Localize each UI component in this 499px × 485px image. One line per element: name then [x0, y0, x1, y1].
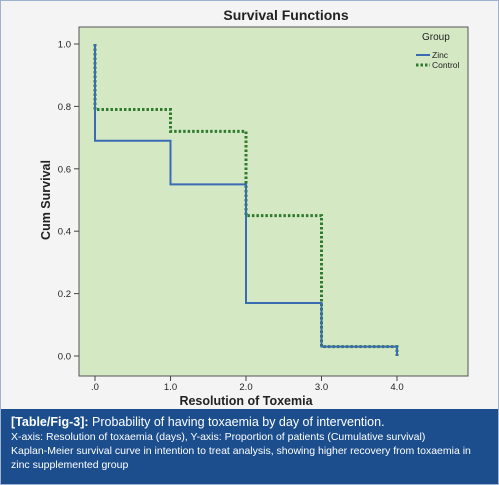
x-tick-label: 3.0	[315, 382, 328, 393]
x-tick-label: .0	[91, 382, 99, 393]
series-lines	[93, 44, 399, 356]
y-tick-label: 0.2	[58, 289, 71, 300]
caption-axes: X-axis: Resolution of toxaemia (days), Y…	[11, 431, 426, 443]
series-line-control	[93, 44, 399, 356]
legend-label-control: Control	[432, 60, 460, 70]
plot-background	[78, 26, 469, 377]
y-axis-label: Cum Survival	[39, 160, 53, 240]
axis-ticks: 0.0 0.2 0.4 0.6 0.8 1.0 .0 1.0 2.0 3.0 4.0	[58, 40, 404, 394]
x-tick-label: 1.0	[164, 382, 177, 393]
caption-description: Kaplan-Meier survival curve in intention…	[11, 445, 471, 471]
caption-title-line: [Table/Fig-3]: Probability of having tox…	[11, 414, 488, 430]
y-tick-label: 0.0	[58, 352, 71, 363]
y-tick-label: 0.6	[58, 164, 71, 175]
y-tick-label: 1.0	[58, 40, 71, 51]
x-axis-label: Resolution of Toxemia	[179, 394, 313, 408]
survival-chart: 0.0 0.2 0.4 0.6 0.8 1.0 .0 1.0 2.0 3.0 4.0 Surviva…	[39, 7, 469, 408]
y-tick-label: 0.4	[58, 227, 71, 238]
x-tick-label: 2.0	[239, 382, 252, 393]
legend: Group Zinc Control	[416, 32, 460, 70]
x-tick-label: 4.0	[390, 382, 403, 393]
legend-label-zinc: Zinc	[432, 50, 449, 60]
caption-title: Probability of having toxaemia by day of…	[88, 415, 385, 429]
figure-caption: [Table/Fig-3]: Probability of having tox…	[1, 409, 498, 484]
chart-title: Survival Functions	[223, 7, 348, 23]
chart-area: 0.0 0.2 0.4 0.6 0.8 1.0 .0 1.0 2.0 3.0 4.0 Surviva…	[1, 1, 498, 409]
legend-title: Group	[422, 32, 450, 43]
y-tick-label: 0.8	[58, 102, 71, 113]
caption-tag: [Table/Fig-3]:	[11, 415, 89, 429]
series-line-zinc	[94, 44, 398, 356]
